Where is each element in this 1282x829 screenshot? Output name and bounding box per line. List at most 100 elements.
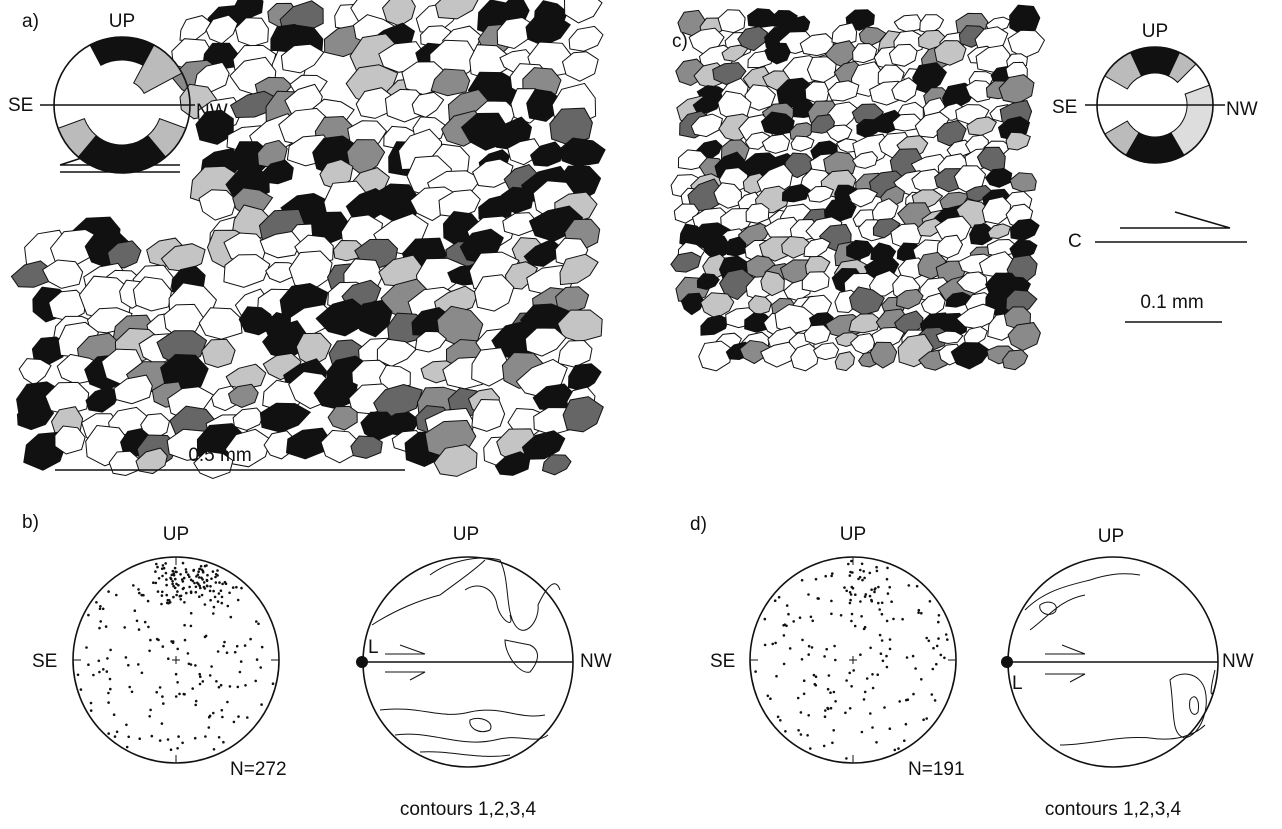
pole-dot <box>221 583 224 586</box>
pole-dot <box>848 672 851 675</box>
pole-dot <box>197 570 200 573</box>
pole-dot <box>227 605 230 608</box>
pole-dot <box>102 668 105 671</box>
pole-dot <box>201 578 204 581</box>
pole-dot <box>138 592 141 595</box>
pole-dot <box>220 684 223 687</box>
pole-dot <box>872 687 875 690</box>
contours <box>372 558 560 756</box>
pole-dot <box>177 584 180 587</box>
pole-dot <box>187 652 190 655</box>
panel-label: a) <box>22 11 39 32</box>
pole-dot <box>116 731 119 734</box>
grain <box>180 16 211 41</box>
pole-dot <box>272 682 275 685</box>
pole-dot <box>234 651 237 654</box>
pole-dot <box>183 624 186 627</box>
pole-dot <box>810 616 813 619</box>
pole-dot <box>850 685 853 688</box>
pole-dot <box>114 735 117 738</box>
compass-up: UP <box>109 11 135 32</box>
pole-dot <box>172 572 175 575</box>
grain <box>436 0 480 19</box>
pole-dot <box>185 571 188 574</box>
pole-dot <box>840 614 843 617</box>
pole-dot <box>859 600 862 603</box>
pole-dot <box>214 576 217 579</box>
pole-dot <box>903 739 906 742</box>
pole-dot <box>803 693 806 696</box>
pole-dot <box>165 584 168 587</box>
grain <box>569 26 603 51</box>
pole-dot <box>851 586 854 589</box>
pole-dot <box>859 569 862 572</box>
pole-dot <box>200 565 203 568</box>
pole-dot <box>830 600 833 603</box>
pole-dot <box>222 645 225 648</box>
pole-dot <box>193 582 196 585</box>
pole-dot <box>174 578 177 581</box>
grain <box>565 0 603 23</box>
pole-dot <box>828 674 831 677</box>
pole-dot <box>817 597 820 600</box>
pole-dot <box>174 587 177 590</box>
pole-dot <box>165 594 168 597</box>
pole-dot <box>191 687 194 690</box>
grain <box>558 341 592 368</box>
pole-dot <box>869 595 872 598</box>
stereonet-left: SE <box>710 651 735 672</box>
grain <box>1006 132 1030 150</box>
panel-label: b) <box>22 512 39 533</box>
pole-dot <box>925 717 928 720</box>
pole-dot <box>920 612 923 615</box>
pole-dot <box>90 702 93 705</box>
pole-dot <box>214 596 217 599</box>
pole-dot <box>929 600 932 603</box>
pole-dot <box>938 614 941 617</box>
grain <box>569 364 602 391</box>
pole-dot <box>190 590 193 593</box>
pole-dot <box>206 580 209 583</box>
pole-dot <box>77 674 80 677</box>
pole-dot <box>894 749 897 752</box>
pole-dot <box>213 748 216 751</box>
pole-dot <box>190 612 193 615</box>
pole-dot <box>125 724 128 727</box>
pole-dot <box>155 582 158 585</box>
pole-dot <box>889 638 892 641</box>
pole-dot <box>813 674 816 677</box>
pole-dot <box>216 574 219 577</box>
pole-dot <box>221 709 224 712</box>
grain <box>699 341 732 371</box>
pole-dot <box>195 700 198 703</box>
pole-dot <box>206 574 209 577</box>
pole-dot <box>181 742 184 745</box>
grain <box>260 403 310 432</box>
pole-dot <box>861 563 864 566</box>
pole-dot <box>138 737 141 740</box>
pole-dot <box>102 608 105 611</box>
pole-dot <box>156 566 159 569</box>
pole-dot <box>182 587 185 590</box>
pole-dot <box>216 569 219 572</box>
pole-dot <box>232 586 235 589</box>
pole-dot <box>141 672 144 675</box>
pole-dot <box>184 639 187 642</box>
pole-dot <box>914 667 917 670</box>
pole-dot <box>807 593 810 596</box>
grain <box>199 190 237 220</box>
pole-dot <box>107 590 110 593</box>
pole-dot <box>194 704 197 707</box>
pole-dot <box>824 709 827 712</box>
pole-dot <box>823 655 826 658</box>
pole-dot <box>80 688 83 691</box>
pole-dot <box>109 678 112 681</box>
pole-dot <box>152 581 155 584</box>
pole-dot <box>92 674 95 677</box>
pole-dot <box>917 611 920 614</box>
pole-dot <box>174 571 177 574</box>
lineation-point <box>1001 656 1013 668</box>
pole-dot <box>244 684 247 687</box>
grain <box>814 343 839 360</box>
pole-dot <box>807 714 810 717</box>
